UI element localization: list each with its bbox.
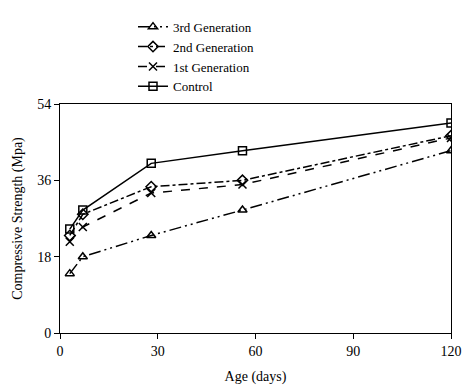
- svg-text:Age (days): Age (days): [225, 369, 287, 385]
- svg-text:54: 54: [37, 97, 51, 112]
- svg-text:0: 0: [44, 326, 51, 341]
- svg-text:30: 30: [151, 344, 165, 359]
- svg-text:60: 60: [249, 344, 263, 359]
- svg-text:0: 0: [57, 344, 64, 359]
- svg-text:18: 18: [37, 250, 51, 265]
- svg-text:90: 90: [346, 344, 360, 359]
- svg-text:36: 36: [37, 173, 51, 188]
- svg-text:Compressive Strength (Mpa): Compressive Strength (Mpa): [10, 137, 26, 300]
- svg-text:3rd Generation: 3rd Generation: [173, 20, 252, 35]
- svg-text:2nd Generation: 2nd Generation: [173, 40, 254, 55]
- svg-text:120: 120: [441, 344, 462, 359]
- svg-text:Control: Control: [173, 79, 213, 94]
- svg-text:1st Generation: 1st Generation: [173, 60, 250, 75]
